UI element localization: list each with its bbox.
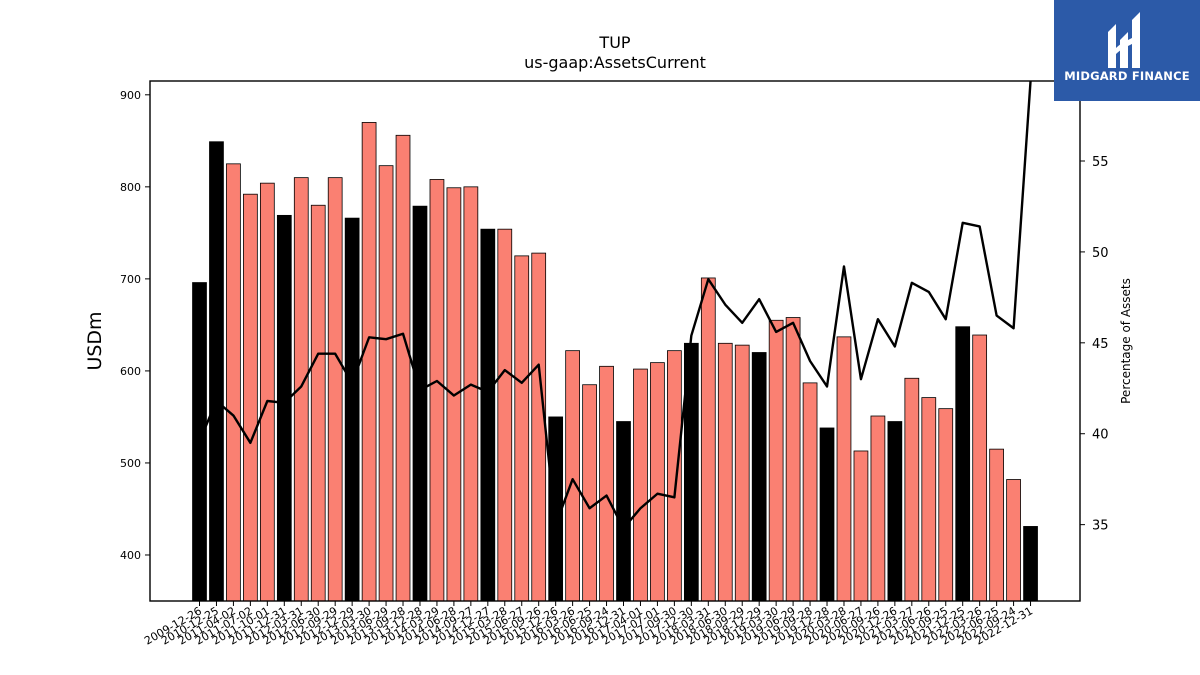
bar-2010-12-25 — [209, 141, 224, 602]
bar-2017-04-01 — [633, 368, 648, 602]
bars-group — [192, 122, 1038, 602]
bar-2011-07-02 — [243, 193, 258, 602]
bar-2014-03-29 — [429, 179, 445, 602]
bar-2015-06-27 — [514, 255, 530, 602]
y2-tick-label-55: 55 — [1092, 155, 1109, 170]
bar-2018-09-29 — [734, 344, 750, 602]
bar-2021-03-27 — [904, 377, 920, 602]
bar-2014-12-27 — [480, 228, 496, 602]
bar-2019-09-28 — [802, 382, 818, 602]
bar-2020-03-28 — [836, 336, 852, 602]
bar-2011-10-01 — [259, 182, 275, 602]
bar-2012-12-29 — [344, 217, 360, 602]
bar-2015-09-26 — [531, 252, 547, 602]
y-tick-label-900: 900 — [120, 89, 141, 102]
y-tick-label-600: 600 — [120, 365, 141, 378]
bar-2013-06-29 — [378, 165, 394, 602]
bar-2022-03-26 — [972, 334, 988, 602]
y2-tick-label-40: 40 — [1092, 428, 1109, 443]
bar-2016-09-24 — [599, 365, 614, 602]
bar-2020-12-26 — [887, 421, 903, 602]
bar-2011-12-31 — [276, 214, 292, 602]
bar-2021-12-25 — [955, 326, 971, 602]
logo-text: MIDGARD FINANCE — [1064, 69, 1190, 83]
chart-title: TUP — [598, 33, 630, 52]
bar-2020-09-26 — [870, 415, 886, 602]
bar-2013-09-28 — [395, 134, 411, 602]
bar-2015-03-28 — [497, 228, 513, 602]
bar-2018-06-30 — [717, 342, 733, 602]
midgard-logo-icon — [1108, 12, 1140, 68]
bar-2018-12-29 — [751, 352, 767, 602]
bar-2022-09-24 — [1006, 479, 1021, 602]
y2-tick-label-45: 45 — [1092, 337, 1109, 352]
bar-2016-06-25 — [582, 384, 597, 602]
bar-2013-03-30 — [361, 122, 377, 602]
bar-2020-06-27 — [853, 450, 869, 602]
x-axis: 2009-12-262010-12-252011-04-022011-07-02… — [142, 601, 1035, 648]
bar-2019-03-30 — [768, 319, 784, 602]
bar-2022-06-25 — [989, 448, 1004, 602]
y-tick-label-400: 400 — [120, 549, 141, 562]
plot-frame — [149, 80, 1081, 602]
bar-2013-12-28 — [412, 205, 428, 602]
bar-2016-03-26 — [565, 350, 580, 602]
y2-tick-label-35: 35 — [1092, 519, 1109, 534]
bar-2017-07-01 — [650, 362, 665, 602]
bar-2011-04-02 — [226, 163, 241, 602]
bar-2014-09-27 — [463, 186, 479, 602]
bar-2012-06-30 — [310, 204, 326, 602]
bar-2021-09-25 — [938, 408, 954, 602]
y-tick-label-500: 500 — [120, 457, 141, 470]
bar-2016-12-31 — [616, 421, 631, 602]
y-axis-label: USDm — [84, 311, 106, 370]
y2-axis-label: Percentage of Assets — [1119, 278, 1133, 404]
bar-2017-09-30 — [667, 350, 682, 602]
bar-2019-06-29 — [785, 317, 801, 602]
midgard-finance-logo: MIDGARD FINANCE — [1054, 0, 1200, 101]
line-group — [198, 81, 1032, 530]
bar-2018-03-31 — [700, 277, 716, 602]
y-tick-label-800: 800 — [120, 181, 141, 194]
bar-2012-03-31 — [293, 177, 309, 602]
percentage-line — [198, 81, 1032, 530]
bar-2012-09-29 — [327, 177, 343, 602]
right-axis: 35 40 45 50 55 — [1080, 155, 1109, 534]
left-axis: 400 500 600 700 800 900 — [120, 89, 150, 562]
chart-subtitle: us-gaap:AssetsCurrent — [524, 53, 706, 72]
bar-2021-06-26 — [921, 397, 937, 602]
bar-2009-12-26 — [192, 282, 207, 602]
y-tick-label-700: 700 — [120, 273, 141, 286]
bar-2019-12-28 — [819, 427, 835, 602]
y2-tick-label-50: 50 — [1092, 246, 1109, 261]
bar-2022-12-31 — [1023, 526, 1038, 602]
